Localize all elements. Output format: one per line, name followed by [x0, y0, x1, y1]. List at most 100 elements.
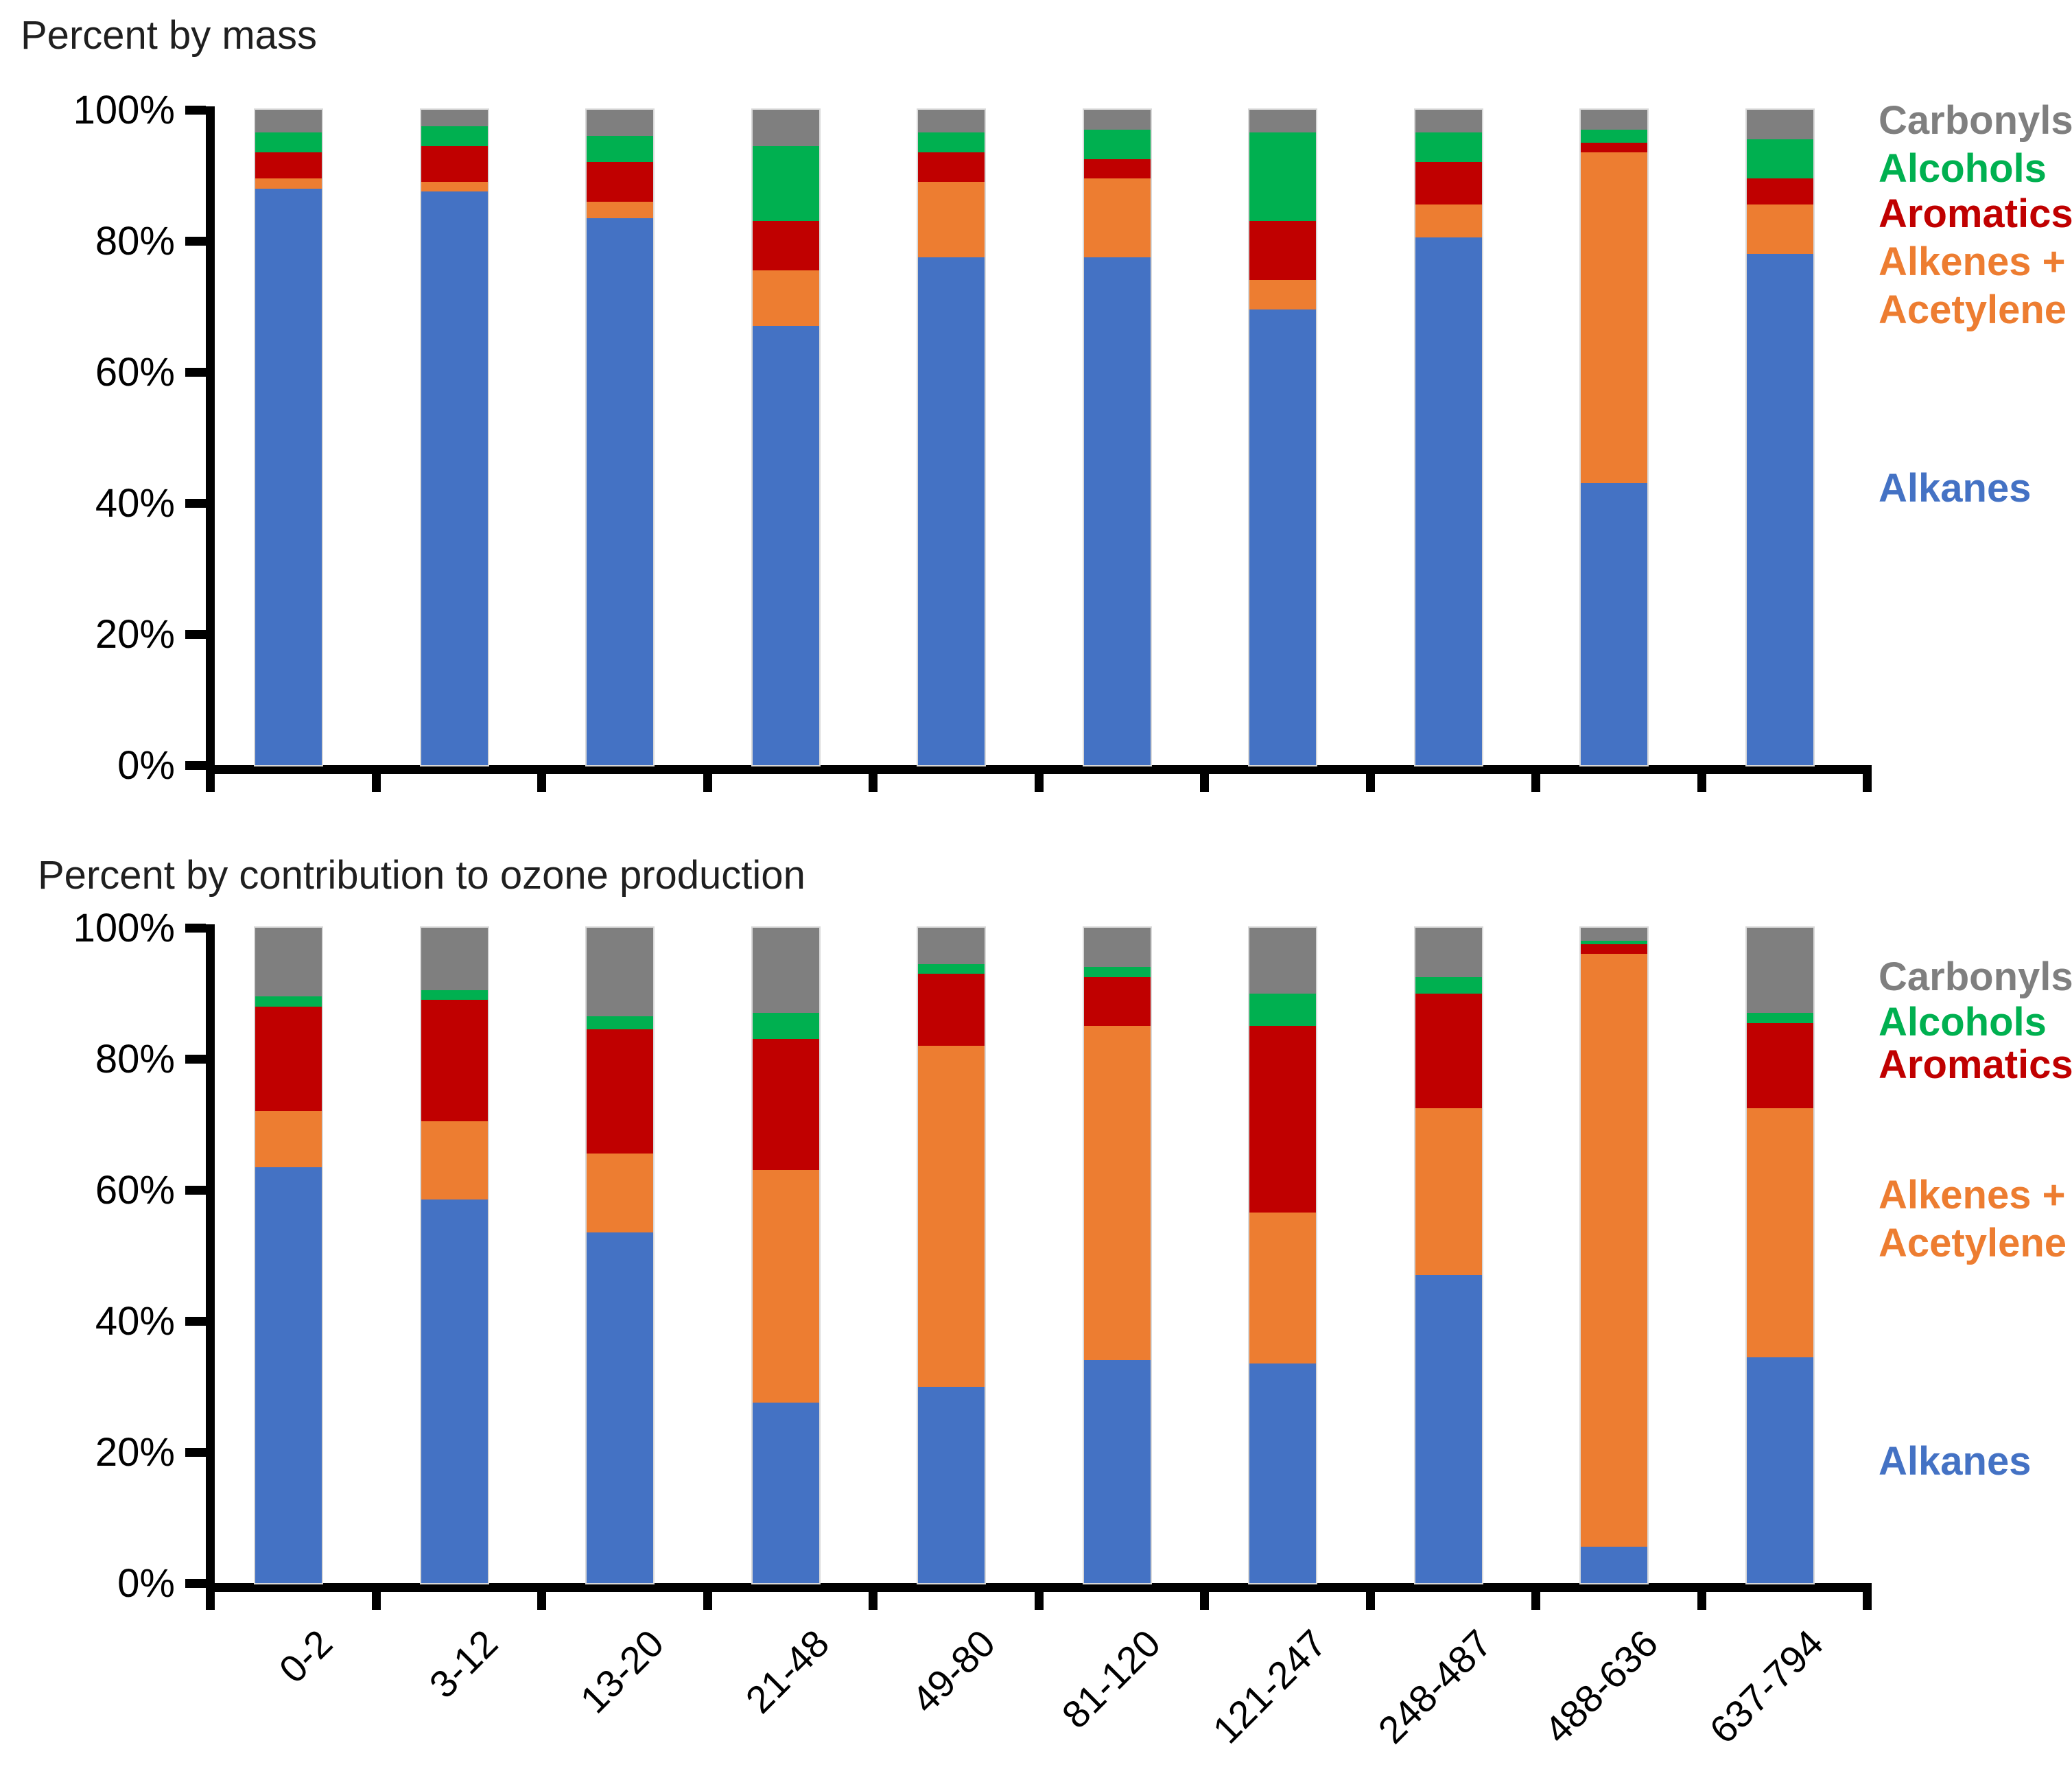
- bar-segment-alkanes-637-794: [1746, 254, 1813, 765]
- legend-label-alkenes-: Alkenes +: [1879, 239, 2066, 284]
- legend-label-aromatics: Aromatics: [1879, 1042, 2072, 1087]
- bar-121-247: [1249, 110, 1317, 765]
- bar-segment-alkenes-acetylene-637-794: [1746, 1108, 1813, 1357]
- bar-segment-aromatics-49-80: [918, 973, 985, 1046]
- bar-segment-aromatics-49-80: [918, 152, 985, 183]
- x-axis-tick: [206, 1592, 215, 1610]
- bar-segment-carbonyls-3-12: [421, 110, 488, 126]
- bar-248-487: [1415, 110, 1482, 765]
- y-axis-tick: [185, 1186, 206, 1195]
- x-axis-category-label: 0-2: [270, 1621, 341, 1692]
- bar-segment-aromatics-637-794: [1746, 178, 1813, 205]
- bar-segment-aromatics-21-48: [752, 221, 819, 270]
- bar-0-2: [255, 928, 322, 1583]
- x-axis-tick: [1200, 774, 1209, 792]
- bar-segment-carbonyls-637-794: [1746, 110, 1813, 139]
- bar-segment-alcohols-3-12: [421, 126, 488, 146]
- bar-segment-alcohols-81-120: [1083, 129, 1151, 159]
- bar-248-487: [1415, 928, 1482, 1583]
- x-axis-tick: [1531, 774, 1540, 792]
- bar-segment-alcohols-49-80: [918, 132, 985, 153]
- bar-segment-aromatics-13-20: [587, 162, 654, 202]
- y-axis-tick-label: 100%: [73, 906, 175, 950]
- bar-segment-carbonyls-21-48: [752, 928, 819, 1014]
- bar-segment-alkenes-acetylene-248-487: [1415, 204, 1482, 238]
- x-axis-line: [206, 765, 1872, 774]
- x-axis-category-label: 248-487: [1369, 1621, 1500, 1752]
- y-axis-tick: [185, 1448, 206, 1457]
- x-axis-tick: [869, 774, 878, 792]
- bar-13-20: [587, 110, 654, 765]
- bar-segment-alkanes-13-20: [587, 218, 654, 765]
- bar-segment-alkenes-acetylene-13-20: [587, 201, 654, 218]
- bar-segment-alkanes-121-247: [1249, 309, 1317, 765]
- bar-637-794: [1746, 110, 1813, 765]
- bar-segment-carbonyls-49-80: [918, 110, 985, 133]
- legend-label-alcohols: Alcohols: [1879, 1000, 2047, 1044]
- bar-488-636: [1581, 928, 1648, 1583]
- x-axis-category-label: 49-80: [903, 1621, 1004, 1722]
- bar-segment-alkenes-acetylene-21-48: [752, 270, 819, 327]
- x-axis-category-label: 21-48: [737, 1621, 838, 1722]
- x-axis-tick: [1034, 774, 1044, 792]
- y-axis-line: [206, 924, 215, 1592]
- bar-49-80: [918, 110, 985, 765]
- y-axis-tick: [185, 237, 206, 246]
- bar-segment-aromatics-81-120: [1083, 976, 1151, 1027]
- bar-segment-carbonyls-637-794: [1746, 928, 1813, 1014]
- bar-21-48: [752, 110, 819, 765]
- bar-segment-carbonyls-121-247: [1249, 110, 1317, 133]
- bar-segment-alkenes-acetylene-0-2: [255, 1111, 322, 1167]
- bar-segment-aromatics-637-794: [1746, 1022, 1813, 1108]
- bar-segment-aromatics-3-12: [421, 1000, 488, 1121]
- bar-segment-carbonyls-21-48: [752, 110, 819, 146]
- bar-segment-alkenes-acetylene-49-80: [918, 182, 985, 257]
- bar-segment-alcohols-0-2: [255, 132, 322, 153]
- x-axis-tick: [703, 774, 712, 792]
- bar-segment-alkanes-81-120: [1083, 1360, 1151, 1583]
- bar-81-120: [1083, 928, 1151, 1583]
- y-axis-tick-label: 0%: [117, 743, 175, 788]
- x-axis-tick: [1200, 1592, 1209, 1610]
- bar-segment-carbonyls-3-12: [421, 928, 488, 990]
- bar-segment-carbonyls-0-2: [255, 928, 322, 997]
- bar-segment-aromatics-248-487: [1415, 993, 1482, 1108]
- bar-segment-aromatics-0-2: [255, 1006, 322, 1112]
- bar-segment-alkenes-acetylene-488-636: [1581, 954, 1648, 1547]
- legend-label-alkanes: Alkanes: [1879, 466, 2032, 511]
- bar-segment-carbonyls-81-120: [1083, 928, 1151, 968]
- bar-81-120: [1083, 110, 1151, 765]
- bar-segment-alkanes-49-80: [918, 257, 985, 765]
- bar-segment-alcohols-248-487: [1415, 132, 1482, 163]
- legend-label-carbonyls: Carbonyls: [1879, 955, 2072, 999]
- bar-segment-carbonyls-248-487: [1415, 928, 1482, 977]
- bar-637-794: [1746, 928, 1813, 1583]
- bar-121-247: [1249, 928, 1317, 1583]
- bar-49-80: [918, 928, 985, 1583]
- y-axis-tick-label: 100%: [73, 88, 175, 132]
- bar-segment-carbonyls-0-2: [255, 110, 322, 133]
- bar-segment-carbonyls-248-487: [1415, 110, 1482, 133]
- bar-segment-alkenes-acetylene-81-120: [1083, 1026, 1151, 1361]
- y-axis-tick: [185, 1317, 206, 1326]
- x-axis-category-label: 13-20: [572, 1621, 672, 1722]
- bar-segment-alcohols-81-120: [1083, 967, 1151, 977]
- x-axis-tick: [869, 1592, 878, 1610]
- bar-segment-alkenes-acetylene-13-20: [587, 1154, 654, 1233]
- bar-segment-alcohols-3-12: [421, 990, 488, 1000]
- bar-segment-alcohols-488-636: [1581, 129, 1648, 143]
- y-axis-tick-label: 0%: [117, 1561, 175, 1606]
- y-axis-tick-label: 60%: [95, 350, 175, 395]
- x-axis-category-label: 488-636: [1535, 1621, 1667, 1752]
- bar-segment-alcohols-121-247: [1249, 132, 1317, 222]
- bar-segment-alkanes-0-2: [255, 188, 322, 765]
- y-axis-tick-label: 80%: [95, 1037, 175, 1081]
- y-axis-tick: [185, 1579, 206, 1588]
- y-axis-tick-label: 80%: [95, 219, 175, 264]
- bar-segment-aromatics-3-12: [421, 145, 488, 183]
- bar-0-2: [255, 110, 322, 765]
- bar-segment-carbonyls-121-247: [1249, 928, 1317, 994]
- chart-title-percent-by-mass: Percent by mass: [21, 13, 317, 58]
- x-axis-category-label: 81-120: [1053, 1621, 1169, 1737]
